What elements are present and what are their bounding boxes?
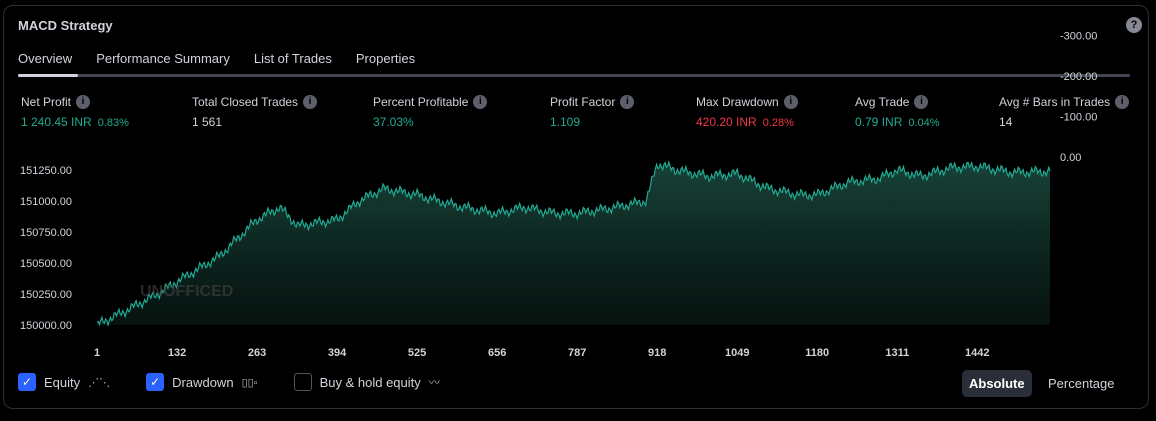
stat-2: Percent Profitable i 37.03% xyxy=(373,95,488,129)
stat-5: Avg Trade i 0.79 INR 0.04% xyxy=(855,95,940,129)
info-icon[interactable]: i xyxy=(914,95,929,109)
strategy-title: MACD Strategy xyxy=(18,18,113,33)
stat-value: 37.03% xyxy=(373,115,414,129)
tab-indicator xyxy=(18,74,1130,77)
y-left-tick: 150750.00 xyxy=(20,227,72,239)
percentage-button[interactable]: Percentage xyxy=(1048,376,1115,391)
x-tick: 1311 xyxy=(885,347,909,359)
tab-overview[interactable]: Overview xyxy=(18,51,73,66)
drawdown-checkbox[interactable]: ✓ xyxy=(146,373,165,391)
y-left-tick: 150500.00 xyxy=(20,258,72,270)
equity-line xyxy=(96,160,1051,327)
buyhold-toggle[interactable]: Buy & hold equity 〰 xyxy=(293,373,440,391)
info-icon[interactable]: i xyxy=(473,95,488,109)
stat-sub: 0.04% xyxy=(908,117,940,129)
equity-label: Equity xyxy=(44,374,81,390)
x-tick: 263 xyxy=(248,347,266,359)
tab-properties[interactable]: Properties xyxy=(355,51,416,66)
equity-checkbox[interactable]: ✓ xyxy=(18,373,36,391)
absolute-button[interactable]: Absolute xyxy=(962,370,1032,397)
stat-label: Max Drawdown xyxy=(696,95,779,109)
x-tick: 132 xyxy=(168,347,186,359)
y-right-tick: -300.00 xyxy=(1060,31,1097,43)
buyhold-checkbox[interactable] xyxy=(293,373,312,391)
equity-area xyxy=(97,162,1050,325)
info-icon[interactable]: i xyxy=(783,95,798,109)
tab-list-of-trades[interactable]: List of Trades xyxy=(253,51,332,66)
y-right-tick: 0.00 xyxy=(1060,152,1081,164)
stat-label: Total Closed Trades xyxy=(192,95,299,109)
y-right-tick: -100.00 xyxy=(1060,112,1097,124)
stat-label: Percent Profitable xyxy=(373,95,469,109)
stat-4: Max Drawdown i 420.20 INR 0.28% xyxy=(696,95,798,129)
y-left-tick: 150000.00 xyxy=(20,320,72,332)
stat-label: Net Profit xyxy=(21,95,72,109)
stat-value: 14 xyxy=(999,115,1013,129)
stat-1: Total Closed Trades i 1 561 xyxy=(192,95,318,129)
x-tick: 1442 xyxy=(965,347,989,359)
stat-label: Avg Trade xyxy=(855,95,910,109)
equity-line-icon: ⋰⋱ xyxy=(88,376,111,389)
buyhold-label: Buy & hold equity xyxy=(319,374,421,390)
x-tick: 656 xyxy=(488,347,506,359)
watermark: UNOFFICED xyxy=(140,283,233,300)
tabs: Overview Performance Summary List of Tra… xyxy=(18,51,415,66)
x-tick: 394 xyxy=(328,347,347,359)
stat-value: 420.20 INR xyxy=(696,115,757,129)
equity-toggle[interactable]: ✓ Equity ⋰⋱ xyxy=(18,373,110,391)
info-icon[interactable]: i xyxy=(303,95,318,109)
trend-line-icon: 〰 xyxy=(428,377,440,389)
info-icon[interactable]: i xyxy=(620,95,635,109)
y-right-tick: -200.00 xyxy=(1060,71,1097,83)
drawdown-label: Drawdown xyxy=(172,374,234,390)
y-left-tick: 151000.00 xyxy=(20,196,72,208)
stat-value: 1.109 xyxy=(550,115,581,129)
x-tick: 1 xyxy=(94,347,100,359)
help-icon[interactable]: ? xyxy=(1126,17,1142,33)
y-left-tick: 150250.00 xyxy=(20,289,72,301)
stat-sub: 0.83% xyxy=(97,117,129,129)
stat-label: Avg # Bars in Trades xyxy=(999,95,1111,109)
legend: ✓ Equity ⋰⋱ ✓ Drawdown ▯▯▫ Buy & hold equity… xyxy=(18,373,476,391)
stat-6: Avg # Bars in Trades i 14 xyxy=(999,95,1130,129)
x-tick: 1049 xyxy=(725,347,749,359)
bar-chart-icon: ▯▯▫ xyxy=(241,376,258,389)
drawdown-toggle[interactable]: ✓ Drawdown ▯▯▫ xyxy=(146,373,258,391)
stat-value: 1 240.45 INR xyxy=(21,115,92,129)
x-tick: 787 xyxy=(568,347,586,359)
y-left-tick: 151250.00 xyxy=(20,165,72,177)
info-icon[interactable]: i xyxy=(1115,95,1130,109)
info-icon[interactable]: i xyxy=(76,95,91,109)
stat-sub: 0.28% xyxy=(762,117,794,129)
stat-label: Profit Factor xyxy=(550,95,616,109)
x-tick: 525 xyxy=(408,347,426,359)
stat-value: 1 561 xyxy=(192,115,223,129)
tab-performance-summary[interactable]: Performance Summary xyxy=(96,51,230,66)
stat-3: Profit Factor i 1.109 xyxy=(550,95,635,129)
stat-value: 0.79 INR xyxy=(855,115,903,129)
x-tick: 1180 xyxy=(805,347,829,359)
stat-0: Net Profit i 1 240.45 INR 0.83% xyxy=(21,95,129,129)
y-right-tick: -400.00 xyxy=(1060,0,1097,2)
x-tick: 918 xyxy=(648,347,666,359)
